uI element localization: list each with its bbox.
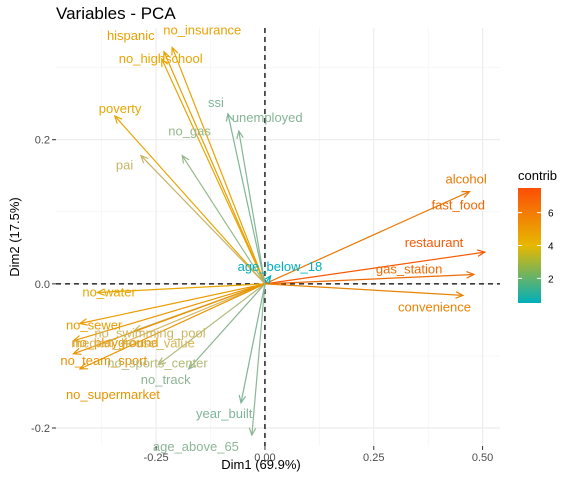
legend-colorbar [518, 188, 541, 303]
reference-lines [56, 28, 500, 446]
label-unemployed: unemployed [232, 110, 303, 125]
label-no-water: no_water [82, 284, 136, 299]
label-alcohol: alcohol [446, 172, 487, 187]
label-no-track: no_track [141, 372, 191, 387]
x-axis-title: Dim1 (69.9%) [221, 457, 300, 472]
arrow-no-playground [72, 283, 266, 343]
arrow-median-house-value [119, 283, 266, 345]
legend-ticks: 2 4 6 [518, 209, 554, 285]
label-no-sewer: no_sewer [66, 317, 123, 332]
x-tick-label: -0.25 [144, 452, 169, 464]
arrow-no-supermarket [78, 283, 266, 370]
label-fast-food: fast_food [432, 198, 486, 213]
arrow-hispanic [163, 50, 266, 285]
x-tick-label: 0.50 [472, 452, 493, 464]
arrow-no-gas [181, 154, 266, 285]
variable-label-layer: alcohol fast_food restaurant gas_stationcon… [60, 22, 486, 454]
arrow-no-team-sport [72, 283, 266, 355]
legend-tick-label: 4 [548, 242, 554, 253]
grid-layer [56, 28, 500, 446]
legend-title: contrib [518, 168, 557, 183]
y-axis-ticks: -0.2 0.0 0.2 [31, 135, 56, 435]
x-axis-ticks: -0.25 0.00 0.25 0.50 [144, 446, 493, 464]
y-tick-label: -0.2 [31, 423, 50, 435]
arrow-no-sewer [78, 283, 266, 326]
plot-panel [56, 28, 500, 446]
arrow-convenience [264, 283, 465, 299]
label-median-house-value: median_house_value [71, 336, 195, 351]
label-pai: pai [116, 158, 133, 173]
label-hispanic: hispanic [107, 28, 155, 43]
label-age-above-65: age_above_65 [153, 439, 239, 454]
arrow-no-track [187, 283, 266, 370]
label-age-below-18: age_below_18 [238, 259, 323, 274]
arrow-pai [139, 154, 266, 285]
label-no-insurance: no_insurance [163, 22, 241, 37]
label-no-team-sport: no_team_sport [60, 353, 147, 368]
legend: contrib 2 4 6 [518, 168, 557, 303]
arrow-year-built [238, 283, 266, 405]
arrow-poverty [113, 114, 266, 285]
y-axis-title: Dim2 (17.5%) [7, 197, 22, 276]
y-tick-label: 0.0 [35, 279, 50, 291]
y-tick-label: 0.2 [35, 135, 50, 147]
label-year-built: year_built [196, 406, 253, 421]
arrow-age-below-18 [263, 274, 272, 285]
label-no-gas: no_gas [168, 124, 211, 139]
label-no-swimming-pool: no_swimming_pool [94, 326, 205, 341]
arrow-restaurant [264, 249, 487, 285]
label-ssi: ssi [208, 95, 224, 110]
legend-tick-label: 2 [548, 274, 554, 285]
x-tick-label: 0.00 [254, 452, 275, 464]
label-restaurant: restaurant [405, 235, 464, 250]
label-poverty: poverty [99, 101, 142, 116]
x-tick-label: 0.25 [363, 452, 384, 464]
label-gas-station: gas_station [376, 261, 443, 276]
arrow-layer [72, 46, 487, 437]
arrow-no-water [95, 283, 265, 296]
label-convenience: convenience [398, 299, 471, 314]
arrow-unemployed [236, 129, 266, 284]
label-no-highschool: no_highschool [119, 51, 203, 66]
arrow-alcohol [264, 190, 471, 285]
arrow-gas-station [264, 270, 476, 285]
arrow-age-above-65 [248, 283, 266, 437]
arrow-no-insurance [171, 46, 266, 285]
arrow-no-highschool [161, 57, 266, 285]
chart-title: Variables - PCA [56, 4, 176, 23]
legend-tick-label: 6 [548, 209, 554, 220]
label-no-playground: no_playground [72, 335, 158, 350]
label-no-sports-center: no_sports_center [107, 356, 208, 371]
label-no-supermarket: no_supermarket [66, 387, 160, 402]
arrow-no-sports-center [157, 283, 266, 366]
arrow-ssi [225, 112, 266, 284]
